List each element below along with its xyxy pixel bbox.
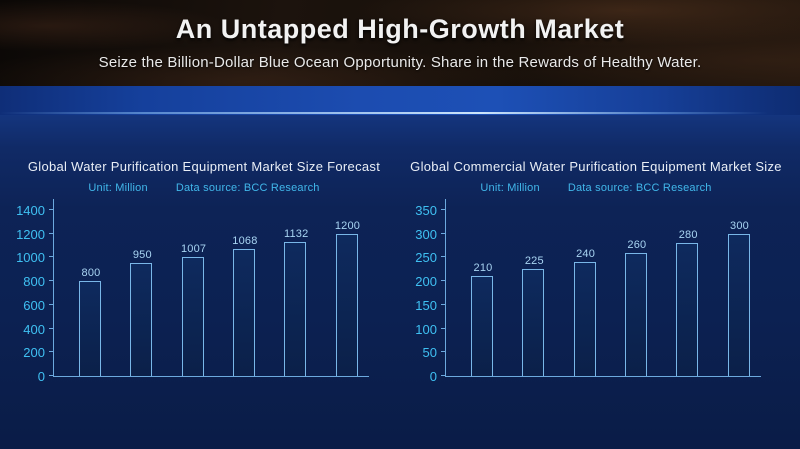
- y-axis-tick-label: 600: [23, 297, 45, 313]
- slide-subtitle: Seize the Billion-Dollar Blue Ocean Oppo…: [98, 54, 702, 71]
- y-axis-tick-label: 150: [415, 297, 437, 313]
- bar: 1007: [181, 243, 206, 376]
- bar-value-label: 950: [132, 249, 152, 262]
- bar-plot: 0 200 400 600 800 1000 1200 1400 800 950 1007 1068…: [13, 199, 395, 384]
- bar: 280: [676, 229, 699, 376]
- chart-unit-label: Unit: Million: [480, 182, 540, 194]
- y-axis-tick-mark: [49, 327, 53, 329]
- bar: 225: [522, 255, 545, 376]
- y-axis-tick-label: 100: [415, 321, 437, 337]
- y-axis-tick-label: 1000: [16, 250, 45, 266]
- bar-value-label: 225: [524, 255, 544, 268]
- bar: 210: [471, 262, 493, 376]
- plot-box: 800 950 1007 1068 1132 1200: [49, 199, 369, 377]
- y-axis-tick-label: 1400: [16, 203, 45, 218]
- bar-value-label: 300: [730, 219, 749, 232]
- y-axis-tick-mark: [49, 256, 53, 258]
- bar-value-label: 240: [576, 248, 596, 261]
- chart-source-label: Data source: BCC Research: [175, 182, 320, 194]
- y-axis-labels: 0 200 400 600 800 1000 1200 1400: [13, 199, 53, 384]
- bar: 240: [573, 248, 596, 376]
- chart-source-label: Data source: BCC Research: [567, 182, 712, 194]
- y-axis-tick-mark: [441, 375, 445, 376]
- y-axis-tick-label: 0: [429, 369, 437, 384]
- bar-value-label: 1200: [334, 219, 361, 232]
- y-axis-tick-mark: [49, 280, 53, 282]
- y-axis-tick-mark: [49, 303, 53, 305]
- y-axis-tick-mark: [441, 256, 445, 258]
- chart-commercial-market-size: Global Commercial Water Purification Equ…: [405, 115, 787, 449]
- y-axis-tick-label: 800: [23, 274, 45, 290]
- bar-plot: 0 50 100 150 200 250 300 350 210 225 240 260 280 300: [405, 199, 787, 384]
- y-axis-tick-label: 250: [415, 250, 437, 266]
- bar: 1068: [232, 235, 257, 376]
- bar: 800: [79, 267, 101, 376]
- bar: 950: [130, 249, 153, 376]
- bar-value-label: 800: [81, 267, 101, 280]
- y-axis-tick-mark: [49, 375, 53, 376]
- y-axis-tick-mark: [441, 209, 445, 210]
- divider-glow-line: [0, 112, 800, 114]
- bar-value-label: 1007: [180, 242, 207, 255]
- y-axis-tick-mark: [49, 209, 53, 210]
- y-axis-tick-label: 300: [415, 226, 437, 242]
- charts-area: Global Water Purification Equipment Mark…: [0, 115, 800, 449]
- y-axis-tick-mark: [441, 351, 445, 353]
- y-axis-tick-mark: [49, 351, 53, 353]
- bar-value-label: 280: [678, 229, 698, 242]
- y-axis-tick-mark: [49, 232, 53, 234]
- bar-value-label: 210: [473, 262, 493, 275]
- bar: 300: [727, 220, 750, 376]
- y-axis-tick-label: 0: [37, 369, 45, 384]
- chart-title: Global Commercial Water Purification Equ…: [410, 159, 782, 174]
- y-axis-tick-label: 200: [415, 274, 437, 290]
- divider-band: [0, 86, 800, 115]
- y-axis-tick-label: 1200: [16, 226, 45, 242]
- chart-title: Global Water Purification Equipment Mark…: [27, 159, 381, 174]
- y-axis-tick-mark: [441, 303, 445, 305]
- header: An Untapped High-Growth Market Seize the…: [0, 0, 800, 86]
- chart-meta: Unit: Million Data source: BCC Research: [405, 182, 787, 194]
- bar-value-label: 1068: [232, 235, 258, 248]
- y-axis-tick-mark: [441, 327, 445, 329]
- y-axis-labels: 0 50 100 150 200 250 300 350: [405, 199, 445, 384]
- chart-market-size-forecast: Global Water Purification Equipment Mark…: [13, 115, 395, 449]
- y-axis-tick-label: 350: [415, 203, 437, 218]
- plot-box: 210 225 240 260 280 300: [441, 199, 761, 377]
- y-axis-tick-mark: [441, 232, 445, 234]
- bar: 1200: [335, 220, 360, 376]
- bar-value-label: 1132: [283, 227, 309, 240]
- bar: 1132: [284, 228, 308, 376]
- chart-meta: Unit: Million Data source: BCC Research: [13, 182, 395, 194]
- y-axis-tick-label: 50: [422, 345, 437, 361]
- y-axis-tick-label: 400: [23, 321, 45, 337]
- slide-title: An Untapped High-Growth Market: [175, 14, 625, 44]
- bar: 260: [624, 239, 647, 376]
- y-axis-tick-mark: [441, 280, 445, 282]
- bar-value-label: 260: [627, 238, 647, 251]
- chart-unit-label: Unit: Million: [88, 182, 148, 194]
- y-axis-tick-label: 200: [23, 345, 45, 361]
